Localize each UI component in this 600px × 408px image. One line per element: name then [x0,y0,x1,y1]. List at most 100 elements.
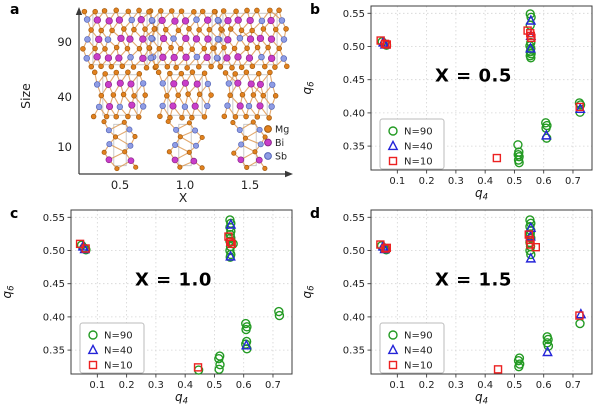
atom-mg [113,44,120,51]
size-axis-arrow [75,7,83,15]
atom-mg [98,92,105,99]
point-circle [388,330,398,340]
atom-mg [199,134,205,141]
atom-bi [181,79,189,87]
atom-mg [249,63,256,70]
atom-sb [93,81,101,88]
atom-mg [122,149,128,155]
legend: N=90 N=40 N=10 [79,322,145,374]
atom-mg [228,26,234,32]
atom-bi [115,54,123,62]
atom-bi [127,80,135,88]
atom-mg [101,119,107,125]
y-axis-label: q6 [300,285,317,299]
point-circle [241,324,251,335]
atom-sb [245,102,253,110]
atom-legend-label: Mg [275,125,289,136]
point-triangle [542,345,553,357]
x-tick-label: 0.1 [389,176,405,187]
point-square [226,237,235,247]
atom-mg [177,164,183,170]
atom-mg [199,8,206,15]
atom-mg [260,26,267,32]
atom-mg [233,8,239,15]
x-tick-label: 0.7 [265,380,281,391]
point-square [527,33,536,43]
atom-mg [254,44,261,51]
atom-bi [224,16,232,25]
scatter-plot-x10: 0.1 0.2 0.3 0.4 0.5 0.6 0.7 0.35 0.40 0.45 0.50 0.5… [0,209,293,407]
atom-mg [146,9,152,15]
atom-sb [83,55,90,62]
y-tick-label: 0.50 [343,246,365,257]
y-tick-label: 0.50 [43,246,65,257]
atom-mg [189,114,195,121]
point-square [388,360,398,370]
atom-mg [98,27,104,34]
unit-cell-box [113,123,127,167]
atom-mg [191,9,197,15]
atom-sb [95,103,103,111]
atom-mg [113,7,119,14]
atom-sb [127,142,134,149]
point-triangle [240,339,252,350]
atom-mg [208,92,214,98]
size-tick-label: 40 [57,90,72,104]
atom-sb [269,81,276,88]
atom-mg [201,45,207,52]
atom-bi [223,54,231,62]
atom-bi [127,157,135,165]
bond [180,136,197,147]
y-tick-label: 0.35 [343,142,365,153]
atom-mg [157,113,163,120]
atom-mg [249,27,255,34]
atom-mg [242,135,248,141]
atom-sb [258,53,265,61]
atom-legend-swatch [264,138,272,147]
point-triangle [387,343,399,355]
atom-bi [267,35,276,43]
x-tick-label: 0.5 [206,380,222,391]
atom-sb [280,55,288,62]
atom-legend-swatch [264,152,272,160]
atom-bi [182,34,190,43]
atom-sb [280,36,288,43]
legend-box [79,322,145,374]
structure-cell [101,119,139,172]
tick-labels: 0.1 0.2 0.3 0.4 0.5 0.6 0.7 0.35 0.40 0.45 0.50 0.5… [343,213,581,391]
atom-mg [167,70,173,77]
atom-mg [186,26,192,32]
atom-bi [104,80,113,89]
point-square [227,239,236,249]
atom-sb [170,35,177,42]
atom-sb [106,141,113,148]
atom-mg [112,134,119,140]
atom-bi [267,16,275,25]
atom-mg [189,69,196,75]
atom-mg [80,46,86,52]
atom-mg [243,69,250,75]
atom-mg [260,92,267,99]
atom-mg [109,27,115,34]
point-square [88,360,98,370]
atom-mg [158,8,164,14]
atom-mg [121,119,127,125]
y-tick-label: 0.55 [343,9,365,20]
atom-mg [178,8,185,14]
atom-mg [91,69,98,76]
atom-mg [90,113,97,120]
structure-cell [90,69,148,120]
atom-bi [182,53,190,61]
point-triangle [225,250,236,261]
size-tick-label: 10 [57,140,72,154]
atom-mg [136,114,142,120]
x-axis-title: X [179,190,188,204]
atom-mg [239,92,246,98]
x-tick-label: 0.2 [419,380,435,391]
atom-mg [217,63,223,70]
atom-bi [105,102,114,111]
atom-mg [164,64,171,70]
point-circle [388,126,398,136]
tick-labels: 0.1 0.2 0.3 0.4 0.5 0.6 0.7 0.35 0.40 0.45 0.50 0.5… [343,9,581,187]
atom-mg [276,7,282,14]
